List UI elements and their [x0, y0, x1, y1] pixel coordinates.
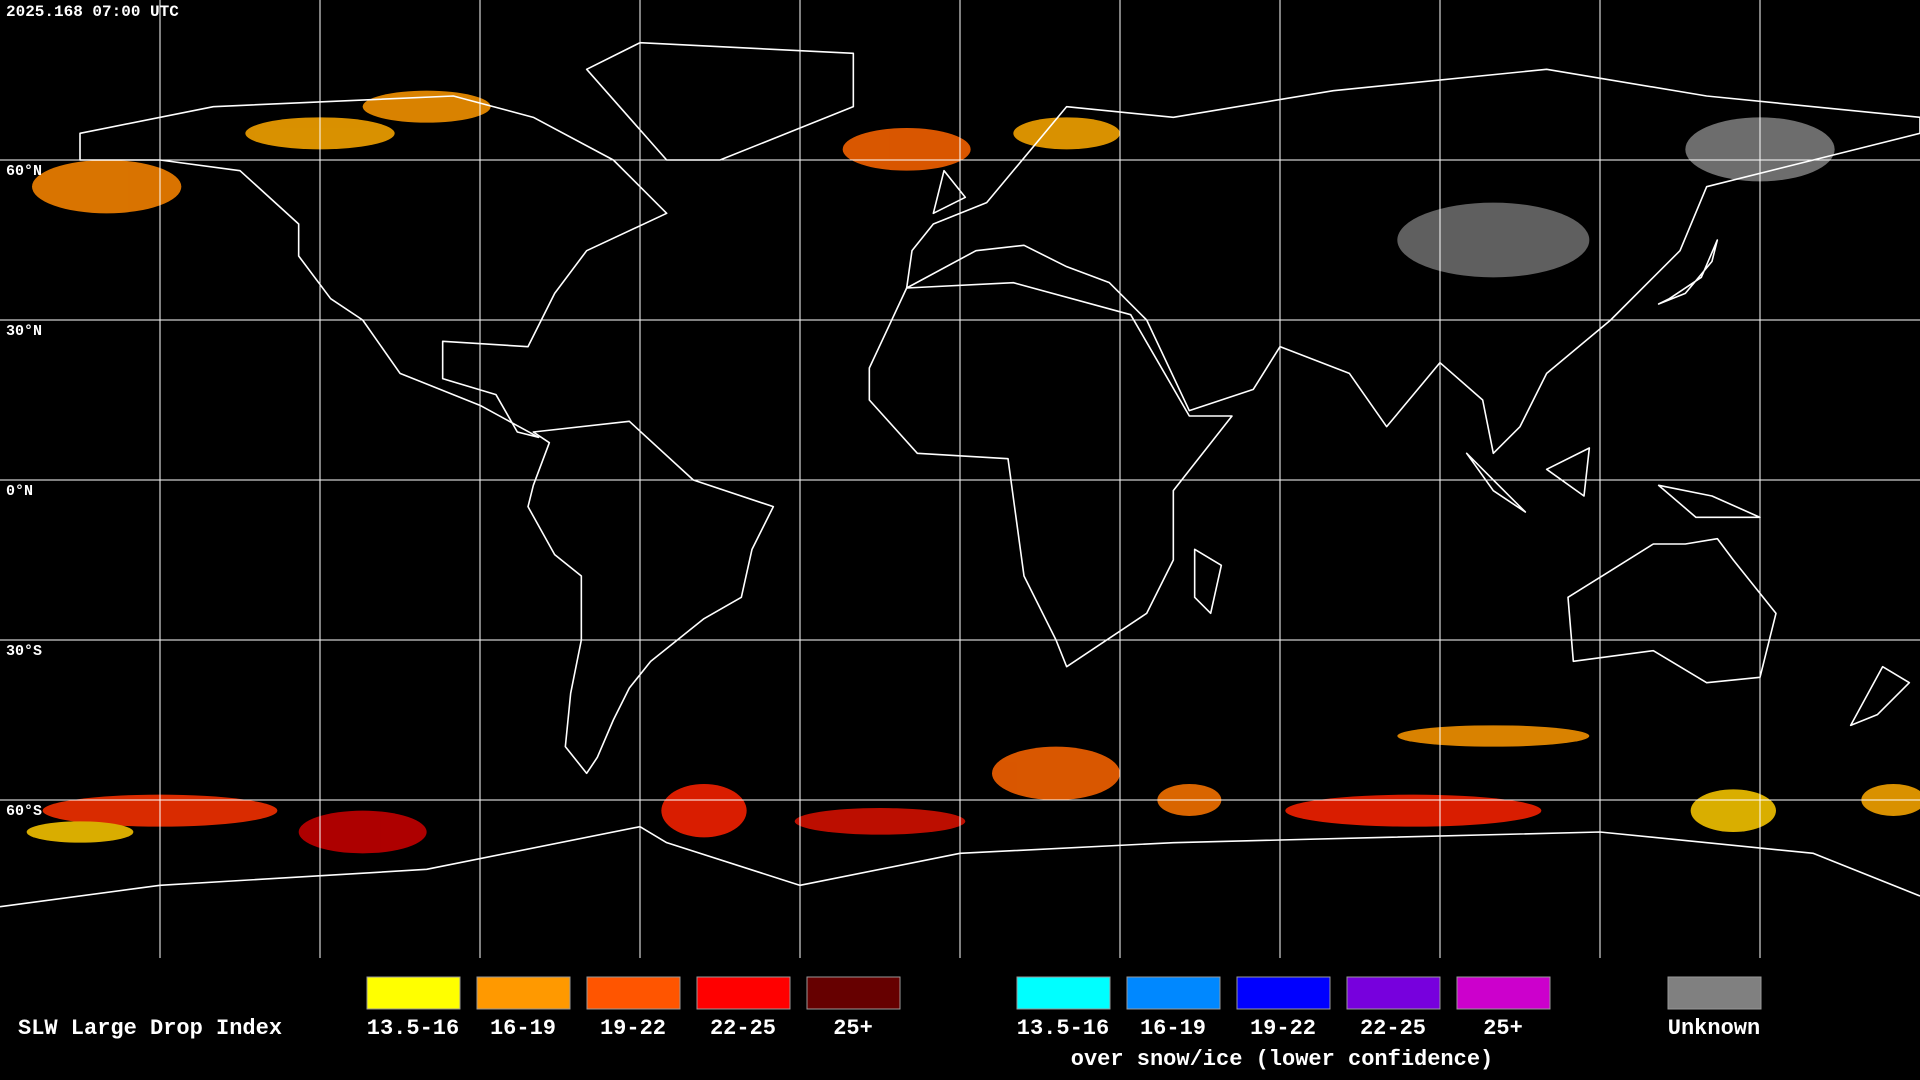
timestamp: 2025.168 07:00 UTC [6, 3, 179, 21]
legend-swatch [1016, 976, 1111, 1010]
latitude-labels: 60°N 30°N 0°N 30°S 60°S [6, 163, 42, 820]
legend-label: 16-19 [1140, 1016, 1206, 1041]
legend-swatch [586, 976, 681, 1010]
legend-label: 22-25 [710, 1016, 776, 1041]
latitude-label: 30°S [6, 643, 42, 660]
coastlines [0, 43, 1920, 907]
legend-title: SLW Large Drop Index [18, 1016, 282, 1041]
legend-label: 22-25 [1360, 1016, 1426, 1041]
legend-label: 13.5-16 [1017, 1016, 1109, 1041]
legend-swatch [696, 976, 791, 1010]
legend-swatch [476, 976, 571, 1010]
legend-swatch [806, 976, 901, 1010]
legend-label: Unknown [1668, 1016, 1760, 1041]
legend-label: 25+ [833, 1016, 873, 1041]
legend-label: 16-19 [490, 1016, 556, 1041]
legend-label: 19-22 [600, 1016, 666, 1041]
legend-panel [0, 958, 1920, 1080]
latitude-label: 60°S [6, 803, 42, 820]
legend-swatch [1126, 976, 1221, 1010]
legend-label: 13.5-16 [367, 1016, 459, 1041]
snow-ice-caption: over snow/ice (lower confidence) [1071, 1047, 1493, 1072]
latitude-label: 30°N [6, 323, 42, 340]
legend-swatch [1667, 976, 1762, 1010]
legend-swatch [1456, 976, 1551, 1010]
legend-label: 25+ [1483, 1016, 1523, 1041]
legend-swatch [1346, 976, 1441, 1010]
legend-label: 19-22 [1250, 1016, 1316, 1041]
legend-swatch [1236, 976, 1331, 1010]
legend: 13.5-16 16-19 19-22 22-25 25+ 13.5-16 16-19 19-… [366, 976, 1762, 1041]
latitude-label: 0°N [6, 483, 33, 500]
latitude-label: 60°N [6, 163, 42, 180]
graticule [0, 0, 1920, 958]
legend-swatch [366, 976, 461, 1010]
